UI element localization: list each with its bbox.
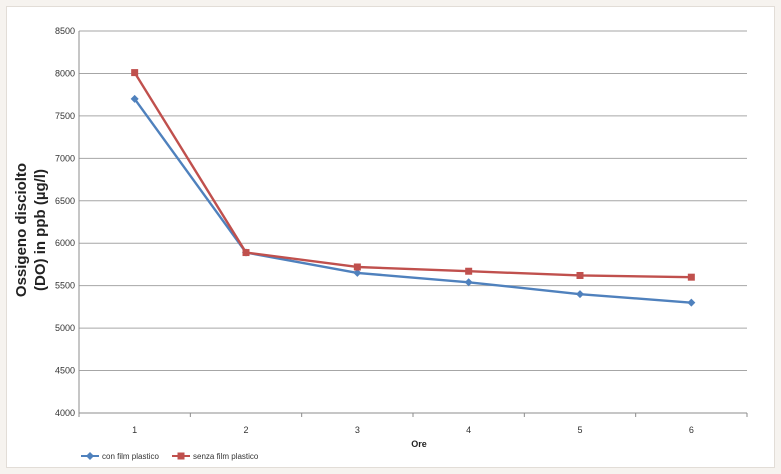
y-tick-label: 6000 <box>55 238 75 248</box>
series-line-2 <box>133 71 692 279</box>
x-tick-label: 2 <box>243 425 248 435</box>
legend-marker-square <box>177 452 185 460</box>
gridlines <box>78 30 748 417</box>
y-tick-label: 5500 <box>55 281 75 291</box>
legend-label: senza film plastico <box>193 452 259 461</box>
line-chart: 4000 4500 5000 5500 6000 6500 7000 7500 8000 8500… <box>13 26 748 461</box>
y-tick-label: 6500 <box>55 196 75 206</box>
y-axis-title-line-2: (DO) in ppb (µg/l) <box>32 169 49 291</box>
data-point-square <box>242 249 250 257</box>
series-lines <box>130 69 696 307</box>
data-point-diamond <box>464 278 473 287</box>
data-point-square <box>576 271 584 279</box>
data-point-square <box>131 69 139 77</box>
x-tick-labels: 1 2 3 4 5 6 <box>132 425 694 435</box>
x-tick-label: 6 <box>689 425 694 435</box>
y-tick-label: 5000 <box>55 323 75 333</box>
chart-frame: 4000 4500 5000 5500 6000 6500 7000 7500 8000 8500… <box>6 6 775 468</box>
x-tick-label: 3 <box>355 425 360 435</box>
y-tick-labels: 4000 4500 5000 5500 6000 6500 7000 7500 8000 8500 <box>55 26 75 418</box>
x-tick-label: 1 <box>132 425 137 435</box>
legend: con film plastico senza film plastico <box>81 452 259 461</box>
data-point-diamond <box>353 268 362 277</box>
data-point-square <box>353 263 361 271</box>
x-tick-label: 4 <box>466 425 471 435</box>
data-point-square <box>465 267 473 275</box>
series-line-1 <box>133 98 692 304</box>
legend-label: con film plastico <box>102 452 159 461</box>
legend-item-senza-film: senza film plastico <box>172 452 259 461</box>
y-tick-label: 8000 <box>55 68 75 78</box>
data-point-diamond <box>130 94 139 103</box>
legend-marker-diamond <box>86 452 94 460</box>
y-tick-label: 7000 <box>55 153 75 163</box>
data-point-diamond <box>576 290 584 299</box>
x-tick-label: 5 <box>577 425 582 435</box>
data-point-square <box>687 273 695 281</box>
y-tick-label: 8500 <box>55 26 75 36</box>
y-tick-label: 7500 <box>55 111 75 121</box>
y-axis-title-line-1: Ossigeno disciolto <box>13 163 30 297</box>
data-point-diamond <box>687 298 696 307</box>
legend-item-con-film: con film plastico <box>81 452 159 461</box>
y-tick-label: 4500 <box>55 366 75 376</box>
y-tick-label: 4000 <box>55 408 75 418</box>
x-axis-title: Ore <box>411 439 427 449</box>
